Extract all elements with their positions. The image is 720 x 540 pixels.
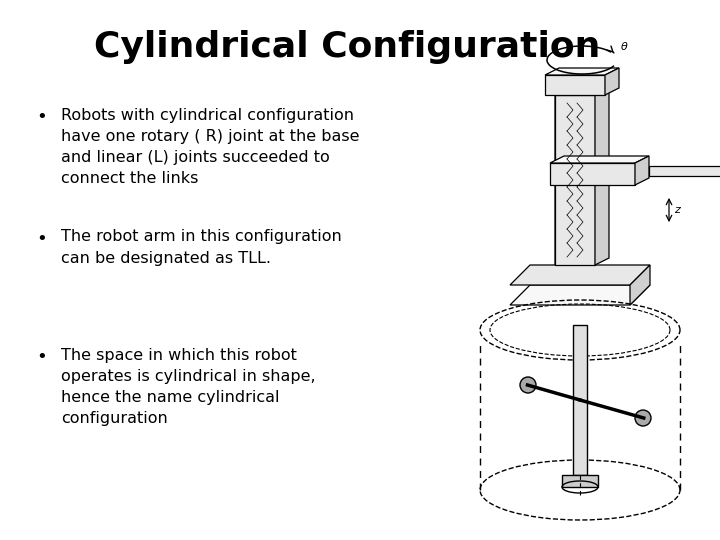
Polygon shape [545, 75, 605, 95]
Polygon shape [510, 265, 650, 285]
Circle shape [520, 377, 536, 393]
Text: z: z [674, 205, 680, 215]
Text: The space in which this robot
operates is cylindrical in shape,
hence the name c: The space in which this robot operates i… [61, 348, 316, 426]
Circle shape [635, 410, 651, 426]
Polygon shape [595, 88, 609, 265]
Polygon shape [550, 163, 635, 185]
Polygon shape [605, 68, 619, 95]
Polygon shape [545, 68, 619, 75]
Text: •: • [36, 348, 47, 366]
Text: Robots with cylindrical configuration
have one rotary ( R) joint at the base
and: Robots with cylindrical configuration ha… [61, 108, 360, 186]
Polygon shape [550, 156, 649, 163]
Text: The robot arm in this configuration
can be designated as TLL.: The robot arm in this configuration can … [61, 230, 342, 266]
Polygon shape [630, 265, 650, 305]
Polygon shape [510, 285, 650, 305]
Polygon shape [562, 475, 598, 487]
Text: •: • [36, 108, 47, 126]
Text: $\theta$: $\theta$ [620, 40, 629, 52]
Polygon shape [635, 156, 649, 185]
Text: •: • [36, 230, 47, 247]
Polygon shape [555, 88, 569, 265]
Text: Cylindrical Configuration: Cylindrical Configuration [94, 30, 600, 64]
Polygon shape [573, 325, 587, 475]
Polygon shape [555, 95, 595, 265]
Polygon shape [649, 166, 720, 176]
